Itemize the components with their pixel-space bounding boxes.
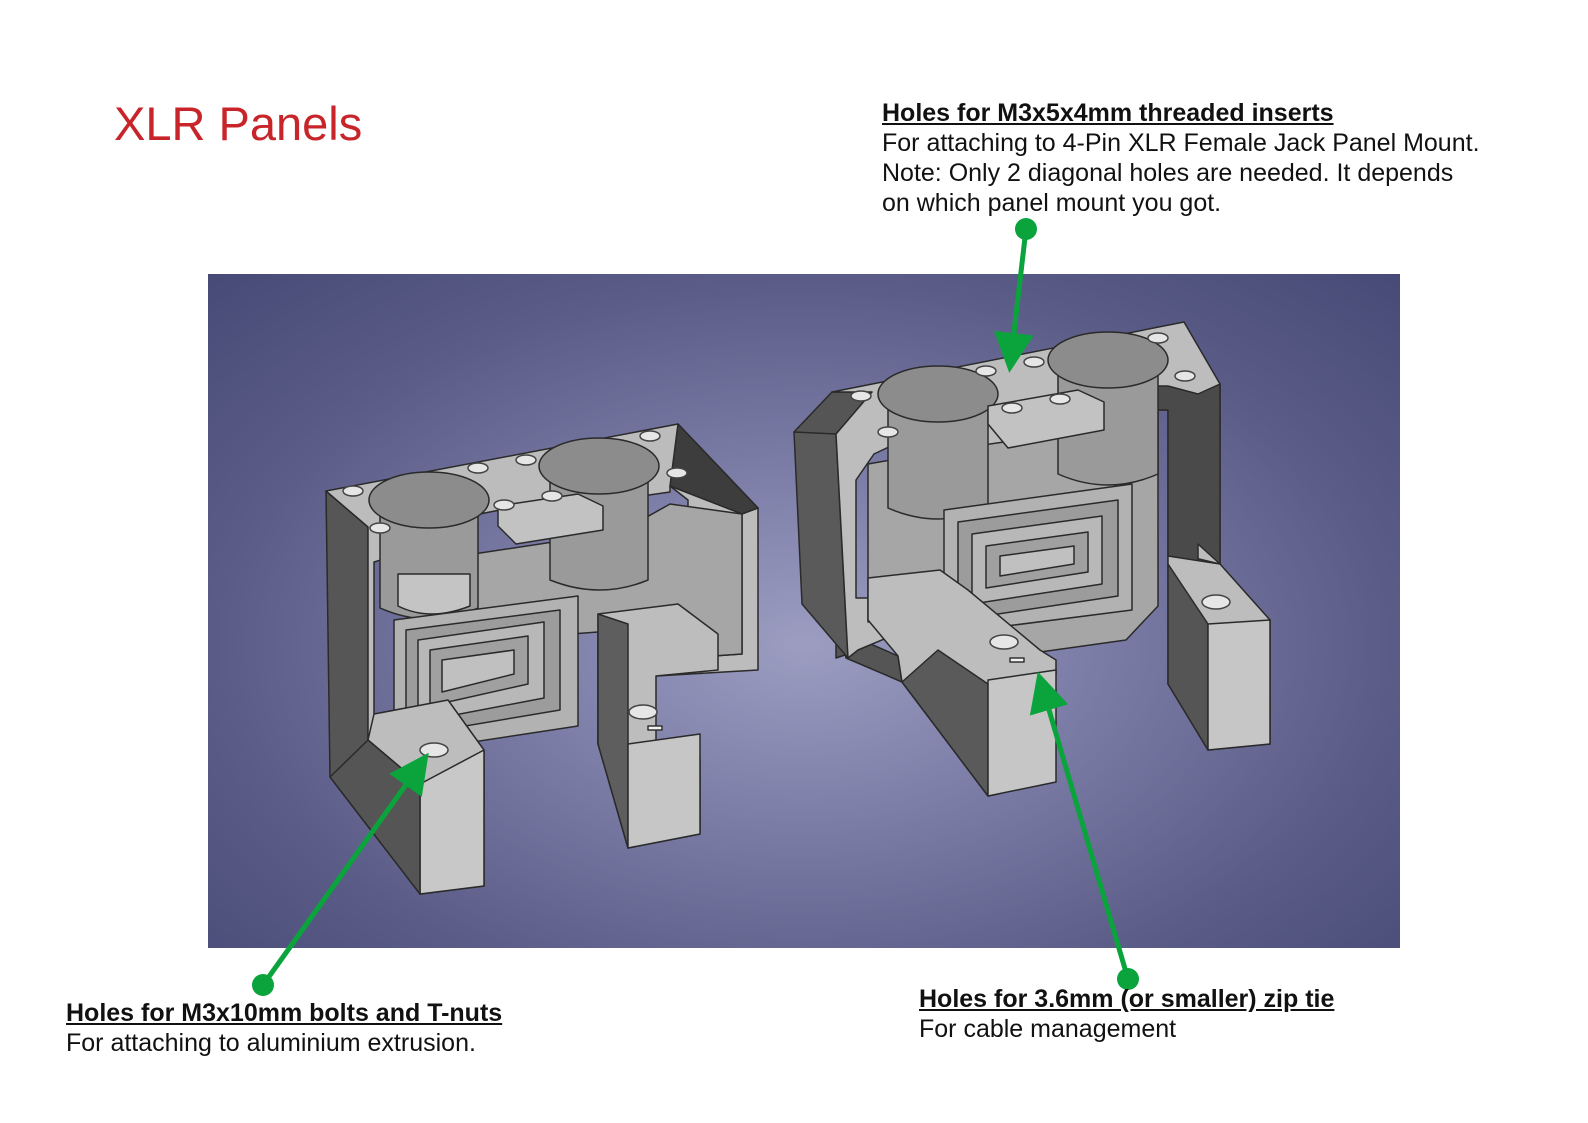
callout-threaded-inserts-line-3: on which panel mount you got. <box>882 189 1222 217</box>
page-title: XLR Panels <box>114 97 363 150</box>
callout-bolts-tnuts-line-1: For attaching to aluminium extrusion. <box>66 1029 476 1057</box>
callout-zip-tie: Holes for 3.6mm (or smaller) zip tie For… <box>919 984 1539 1044</box>
cad-render <box>325 321 1271 895</box>
callout-threaded-inserts-line-2: Note: Only 2 diagonal holes are needed. … <box>882 159 1454 187</box>
callout-threaded-inserts-line-1: For attaching to 4-Pin XLR Female Jack P… <box>882 129 1480 157</box>
callout-zip-tie-line-1: For cable management <box>919 1015 1177 1043</box>
callout-bolts-tnuts: Holes for M3x10mm bolts and T-nuts For a… <box>66 998 686 1058</box>
callout-zip-tie-heading: Holes for 3.6mm (or smaller) zip tie <box>919 985 1335 1013</box>
right-panel-part <box>793 321 1271 797</box>
callout-threaded-inserts-heading: Holes for M3x5x4mm threaded inserts <box>882 99 1334 127</box>
callout-threaded-inserts: Holes for M3x5x4mm threaded inserts For … <box>882 98 1572 218</box>
callout-bolts-tnuts-heading: Holes for M3x10mm bolts and T-nuts <box>66 999 503 1027</box>
cad-viewport <box>208 274 1400 948</box>
left-panel-part <box>325 423 759 895</box>
